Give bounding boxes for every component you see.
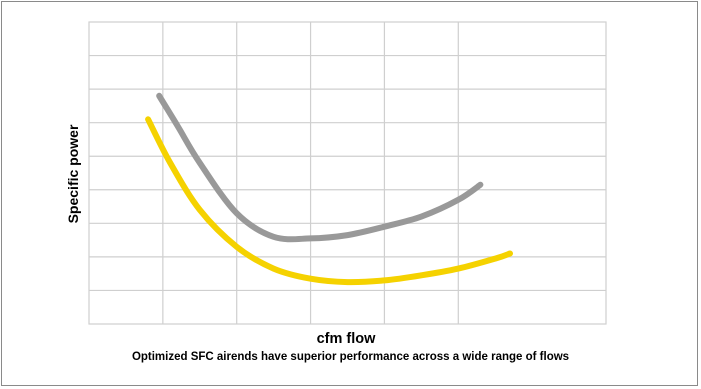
y-axis-label: Specific power [65, 124, 81, 223]
grid [88, 21, 607, 325]
series-lines [145, 92, 513, 286]
series-line-yellow [145, 116, 513, 286]
plot-area-border [88, 21, 607, 325]
series-line-gray [156, 92, 484, 243]
x-axis-label: cfm flow [317, 331, 377, 347]
chart-caption: Optimized SFC airends have superior perf… [131, 351, 570, 363]
